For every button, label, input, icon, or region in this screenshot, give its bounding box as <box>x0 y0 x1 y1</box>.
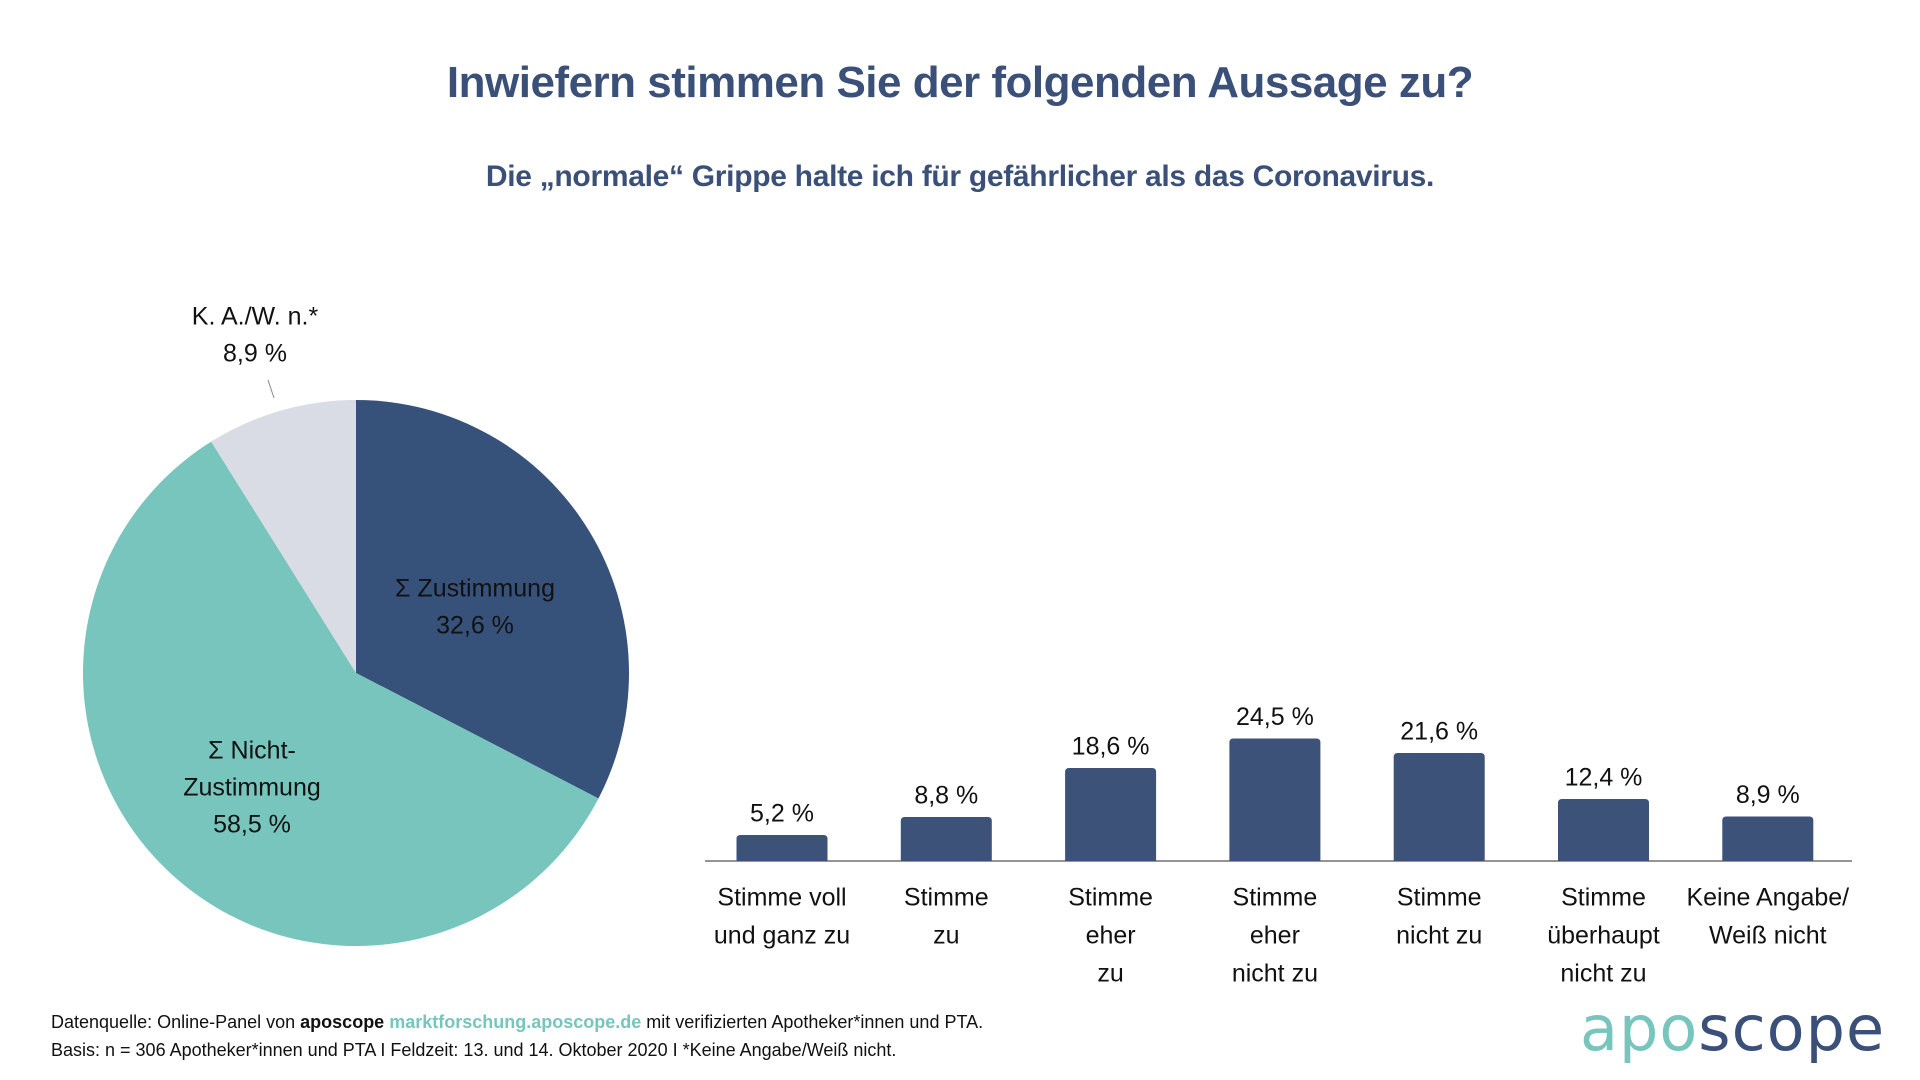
x-tick-label: Stimme <box>904 884 989 912</box>
pie-chart: Σ Zustimmung 32,6 % Σ Nicht- Zustimmung 58,5… <box>83 303 630 946</box>
bar-value-label: 5,2 % <box>750 800 814 828</box>
x-tick-label: Stimme <box>1068 884 1153 912</box>
bar <box>736 835 828 861</box>
pie-slice-label: K. A./W. n.* <box>192 303 319 331</box>
x-tick-label: überhaupt <box>1547 922 1660 950</box>
x-tick-label: nicht zu <box>1560 960 1646 988</box>
bar <box>1229 738 1321 861</box>
pie-slice-label: 58,5 % <box>213 811 291 839</box>
bar-chart: 5,2 % Stimme voll und ganz zu 8,8 % Stimme zu… <box>705 703 1852 988</box>
footer-brand: aposcope <box>300 1012 385 1032</box>
logo-part-apo: apo <box>1580 992 1699 1065</box>
bar-value-label: 24,5 % <box>1236 703 1314 731</box>
pie-slice <box>356 400 630 799</box>
x-tick-label: zu <box>1097 960 1123 988</box>
logo-part-scope: scope <box>1698 992 1886 1065</box>
x-tick-label: zu <box>933 922 959 950</box>
footer-link[interactable]: marktforschung.aposcope.de <box>389 1012 642 1032</box>
x-tick-label: Weiß nicht <box>1709 922 1827 950</box>
x-tick-label: Keine Angabe/ <box>1686 884 1849 912</box>
bar <box>1393 753 1485 861</box>
bar <box>1065 768 1157 861</box>
pie-leader-line <box>267 379 275 399</box>
x-tick-label: Stimme <box>1561 884 1646 912</box>
chart-subtitle: Die „normale“ Grippe halte ich für gefäh… <box>485 160 1435 193</box>
footer-source-prefix: Datenquelle: Online-Panel von <box>51 1012 301 1032</box>
x-tick-label: eher <box>1086 922 1136 950</box>
pie-slice <box>211 400 356 673</box>
footer-line-2: Basis: n = 306 Apotheker*innen und PTA I… <box>51 1040 897 1060</box>
pie-slice-label: Σ Nicht- <box>208 737 296 765</box>
footer-source-suffix: mit verifizierten Apotheker*innen und PT… <box>641 1012 984 1032</box>
pie-slice-label: 32,6 % <box>436 612 514 640</box>
bar-value-label: 8,8 % <box>914 782 978 810</box>
pie-slice-label: 8,9 % <box>223 340 287 368</box>
x-tick-label: Stimme <box>1233 884 1318 912</box>
x-tick-label: nicht zu <box>1396 922 1482 950</box>
bar-value-label: 21,6 % <box>1400 718 1478 746</box>
pie-slice-label: Zustimmung <box>183 774 321 802</box>
bar <box>900 817 992 861</box>
bar <box>1558 799 1649 861</box>
footer-line-1: Datenquelle: Online-Panel von aposcope m… <box>51 1008 983 1036</box>
pie-slice <box>83 441 599 946</box>
bar <box>1722 816 1814 861</box>
x-tick-label: eher <box>1250 922 1300 950</box>
pie-slice-label: Σ Zustimmung <box>395 575 555 603</box>
chart-title: Inwiefern stimmen Sie der folgenden Auss… <box>446 58 1474 107</box>
bar-value-label: 18,6 % <box>1072 733 1150 761</box>
x-tick-label: Stimme voll <box>717 884 846 912</box>
bar-value-label: 12,4 % <box>1565 764 1643 792</box>
x-tick-label: und ganz zu <box>714 922 850 950</box>
x-tick-label: Stimme <box>1397 884 1482 912</box>
aposcope-logo: aposcope <box>1580 992 1885 1065</box>
x-tick-label: nicht zu <box>1232 960 1318 988</box>
bar-value-label: 8,9 % <box>1736 781 1800 809</box>
footer-source: Datenquelle: Online-Panel von aposcope m… <box>51 1008 983 1064</box>
